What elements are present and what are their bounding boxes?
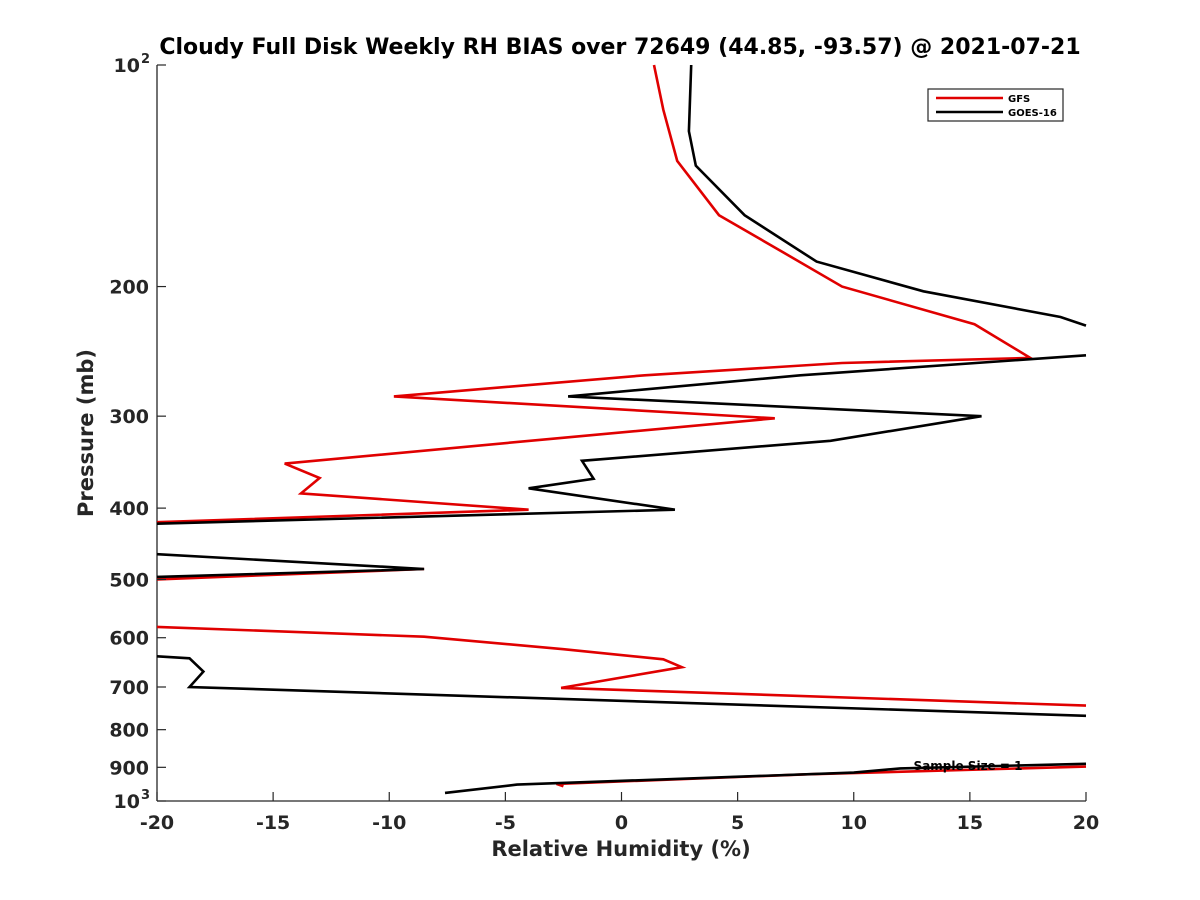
- sample-size-annotation: Sample Size = 1: [914, 759, 1023, 773]
- y-tick-label: 300: [109, 406, 149, 428]
- legend: GFS GOES-16: [927, 88, 1064, 122]
- series-line-goes-16: [156, 354, 1087, 525]
- x-tick-label: -5: [495, 812, 516, 834]
- y-tick-label: 10: [114, 55, 140, 77]
- series-line-goes-16: [156, 655, 1087, 718]
- y-tick-label: 800: [109, 720, 149, 742]
- y-tick-label: 200: [109, 277, 149, 299]
- chart-title: Cloudy Full Disk Weekly RH BIAS over 726…: [159, 35, 1080, 60]
- series-line-goes-16: [687, 64, 1087, 327]
- y-tick-label-exponent: 3: [141, 788, 150, 803]
- x-tick-label: -10: [372, 812, 406, 834]
- y-tick-label: 500: [109, 569, 149, 591]
- y-tick-label: 400: [109, 498, 149, 520]
- legend-box: [927, 88, 1064, 122]
- y-tick-label: 900: [109, 757, 149, 779]
- y-tick-label: 600: [109, 628, 149, 650]
- y-tick-label: 10: [114, 791, 140, 813]
- x-tick-label: 5: [731, 812, 744, 834]
- series-layer: [156, 64, 1087, 795]
- series-line-gfs: [156, 625, 1087, 707]
- y-axis-label: Pressure (mb): [74, 349, 98, 517]
- x-tick-label: -15: [256, 812, 290, 834]
- x-tick-label: 20: [1073, 812, 1099, 834]
- x-axis-label: Relative Humidity (%): [491, 837, 750, 861]
- x-tick-label: 15: [957, 812, 983, 834]
- series-line-goes-16: [156, 552, 425, 579]
- legend-entry-gfs: GFS: [1008, 94, 1030, 105]
- legend-entry-goes-16: GOES-16: [1008, 108, 1057, 119]
- y-tick-label-exponent: 2: [141, 52, 150, 67]
- series-line-goes-16: [444, 762, 1087, 795]
- x-tick-label: 0: [615, 812, 628, 834]
- series-line-gfs: [156, 64, 1035, 524]
- x-tick-label: 10: [841, 812, 867, 834]
- x-tick-label: -20: [140, 812, 174, 834]
- x-axis-ticks: -20 -15 -10 -5 0 5 10 15 20: [140, 792, 1099, 834]
- y-tick-label: 700: [109, 677, 149, 699]
